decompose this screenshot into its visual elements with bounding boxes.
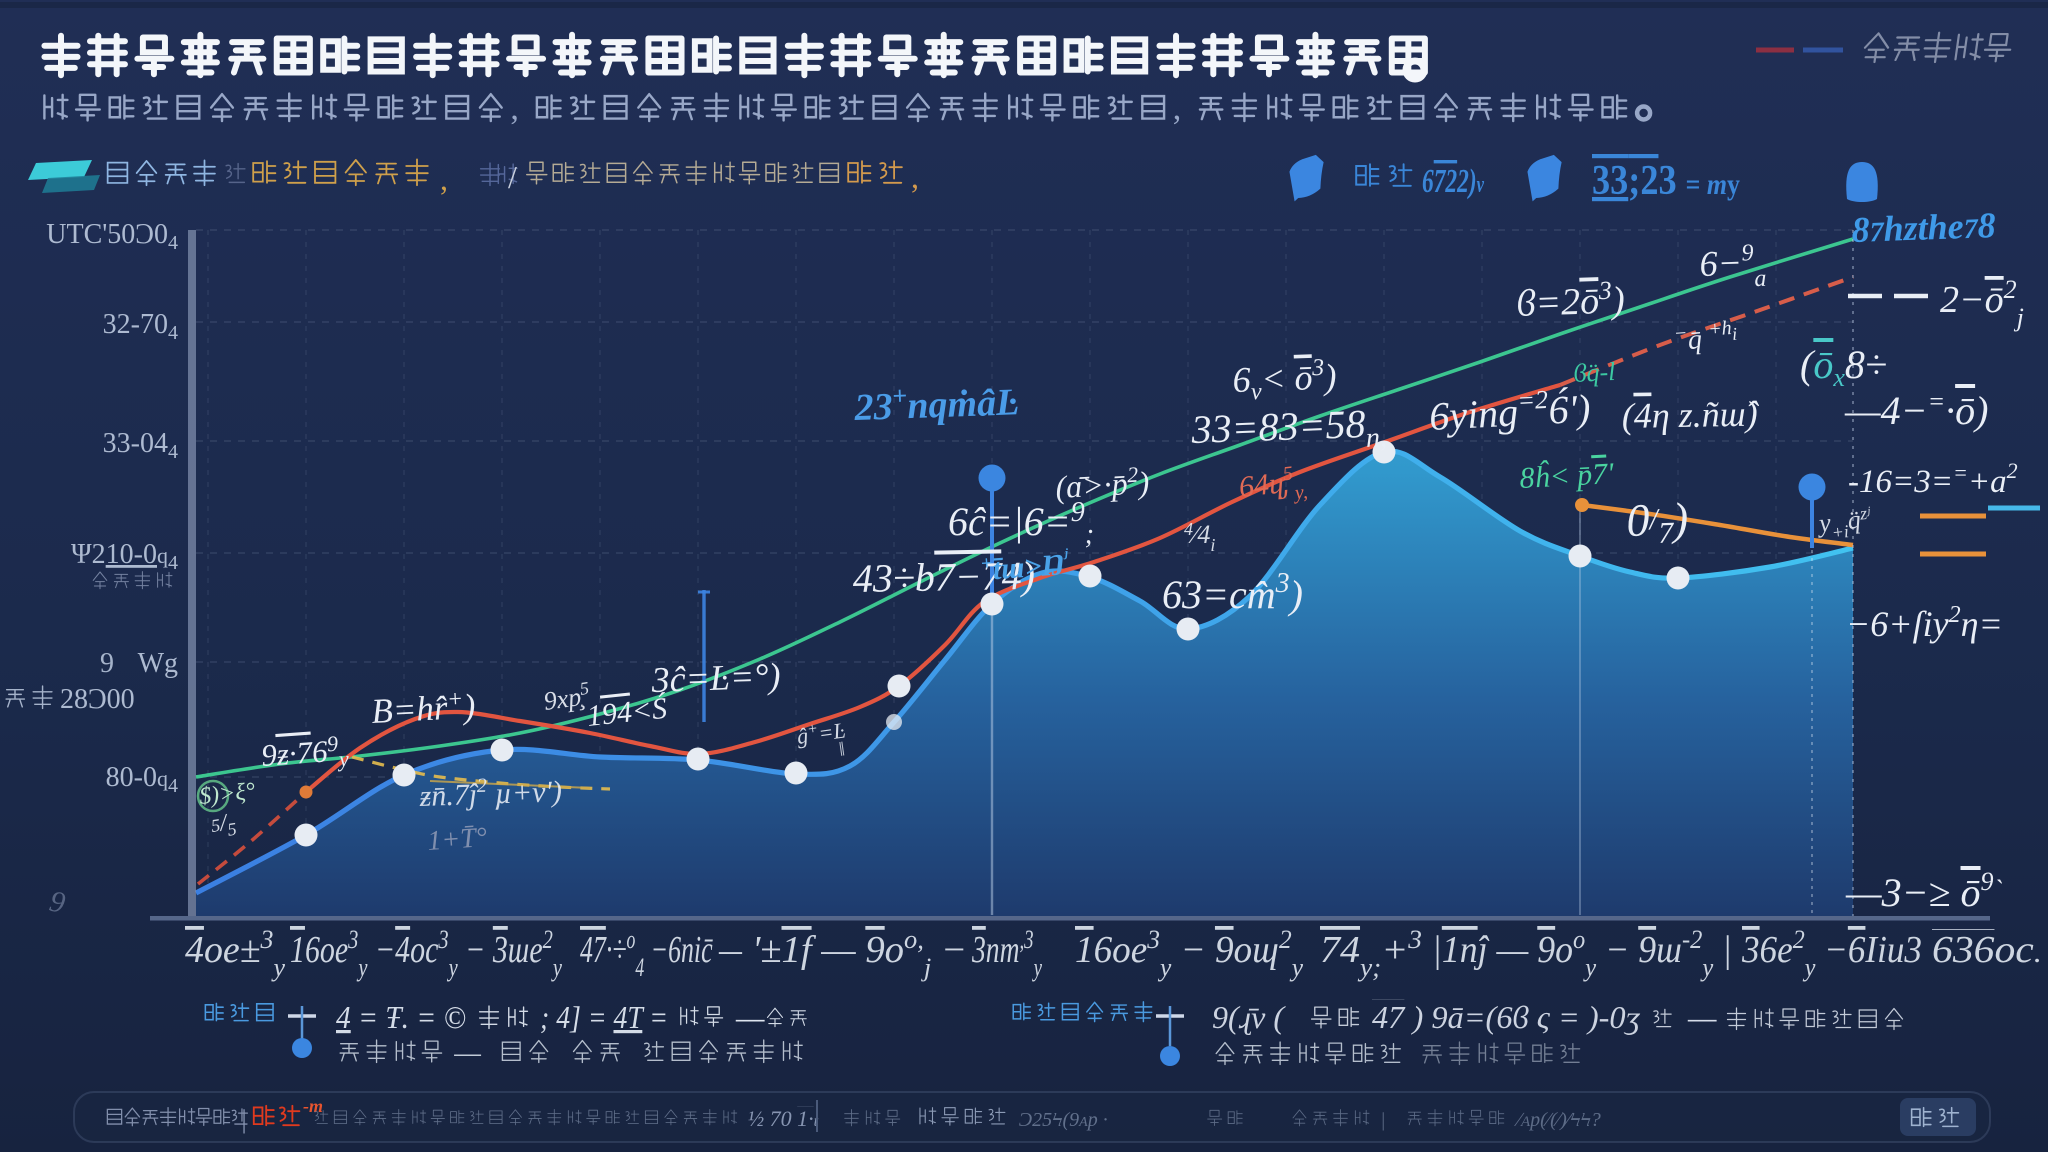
svg-text:4 = Ŧ. = ©: 4 = Ŧ. = © (336, 999, 466, 1035)
svg-text:6ĉ=|6=9;: 6ĉ=|6=9; (948, 497, 1094, 550)
svg-text:ϐ=2ō3): ϐ=2ō3) (1516, 275, 1626, 325)
svg-text:80-0q4: 80-0q4 (106, 762, 178, 797)
svg-text:—: — (1687, 999, 1717, 1035)
svg-text:—: — (453, 1036, 481, 1069)
svg-text:33-044: 33-044 (103, 428, 178, 463)
svg-text:|: | (1380, 1109, 1386, 1131)
svg-text:6ying=26́'): 6ying=26́') (1428, 383, 1592, 439)
svg-text:½ 70 1·t: ½ 70 1·t (748, 1106, 819, 1131)
svg-text:1+T̄°: 1+T̄° (426, 822, 488, 857)
svg-text:,: , (510, 90, 519, 127)
svg-text:; 4] = 4T =: ; 4] = 4T = (540, 999, 668, 1035)
svg-text:,: , (911, 159, 919, 195)
svg-text:−6+ſiy2η=: −6+ſiy2η= (1846, 602, 2003, 644)
svg-text:6722)v: 6722)v (1422, 163, 1484, 200)
svg-text:8ĥ< p̄7': 8ĥ< p̄7' (1519, 457, 1615, 495)
svg-text:,: , (440, 161, 448, 197)
svg-text:9(ɻ̄ν (: 9(ɻ̄ν ( (1212, 999, 1286, 1035)
svg-text:−q̄ +hi: −q̄ +hi (1673, 317, 1738, 357)
svg-text:28Ͻ00: 28Ͻ00 (60, 684, 135, 715)
svg-text:/: / (508, 159, 517, 195)
svg-text:47 ) 9ā=(6ϐ ς = )-0ʒ: 47 ) 9ā=(6ϐ ς = )-0ʒ (1372, 999, 1641, 1035)
svg-text:—4−=·ō): —4−=·ō) (1844, 387, 1988, 433)
svg-text:Ͻ25Ϟ(9Ap ·: Ͻ25Ϟ(9Ap · (1019, 1109, 1108, 1131)
svg-text:—3−≥ ō9`: —3−≥ ō9` (1845, 867, 2003, 915)
svg-text:4∕4i: 4∕4i (1184, 519, 1215, 555)
svg-text:‖: ‖ (838, 738, 847, 761)
svg-text:74y;+3: 74y;+3 (1320, 925, 1422, 982)
svg-text:-m: -m (303, 1096, 323, 1116)
svg-text:UTC'50Ͻ04: UTC'50Ͻ04 (46, 219, 178, 254)
svg-text:$)>ξ°: $)>ξ° (198, 778, 257, 810)
svg-text:23+nqṁâĿ: 23+nqṁâĿ (853, 377, 1020, 429)
svg-text:3ĉ=Ŀ=°): 3ĉ=Ŀ=°) (650, 656, 781, 701)
svg-text:43÷b7−74): 43÷b7−74) (852, 553, 1035, 601)
svg-text:—: — (735, 999, 765, 1035)
svg-text:Wg: Wg (138, 648, 178, 679)
svg-text:ϐq̈-l: ϐq̈-l (1573, 357, 1616, 388)
svg-text:0/7): 0/7) (1626, 493, 1690, 551)
svg-text:-16=3==+a2: -16=3==+a2 (1848, 458, 2018, 500)
svg-text:+t̄ɯ>Ŋʲ: +t̄ɯ>Ŋʲ (980, 545, 1071, 587)
svg-text:(ɑ̄>·p̄2): (ɑ̄>·p̄2) (1054, 461, 1150, 505)
svg-text:32-704: 32-704 (103, 309, 178, 344)
svg-text:∕Ap(∕(∕)∕ϞϞ?: ∕Ap(∕(∕)∕ϞϞ? (1514, 1109, 1601, 1131)
svg-text:(4η z.ñɯ̂): (4η z.ñɯ̂) (1621, 394, 1760, 436)
svg-text:ƶn̄.7ĵ2 µ+ν'): ƶn̄.7ĵ2 µ+ν') (418, 772, 562, 813)
svg-text:194<Ś: 194<Ś (585, 692, 668, 733)
svg-text:,: , (1173, 90, 1182, 127)
svg-text:9: 9 (47, 885, 69, 920)
svg-text:|: | (240, 1105, 247, 1134)
svg-text:9: 9 (100, 648, 114, 679)
